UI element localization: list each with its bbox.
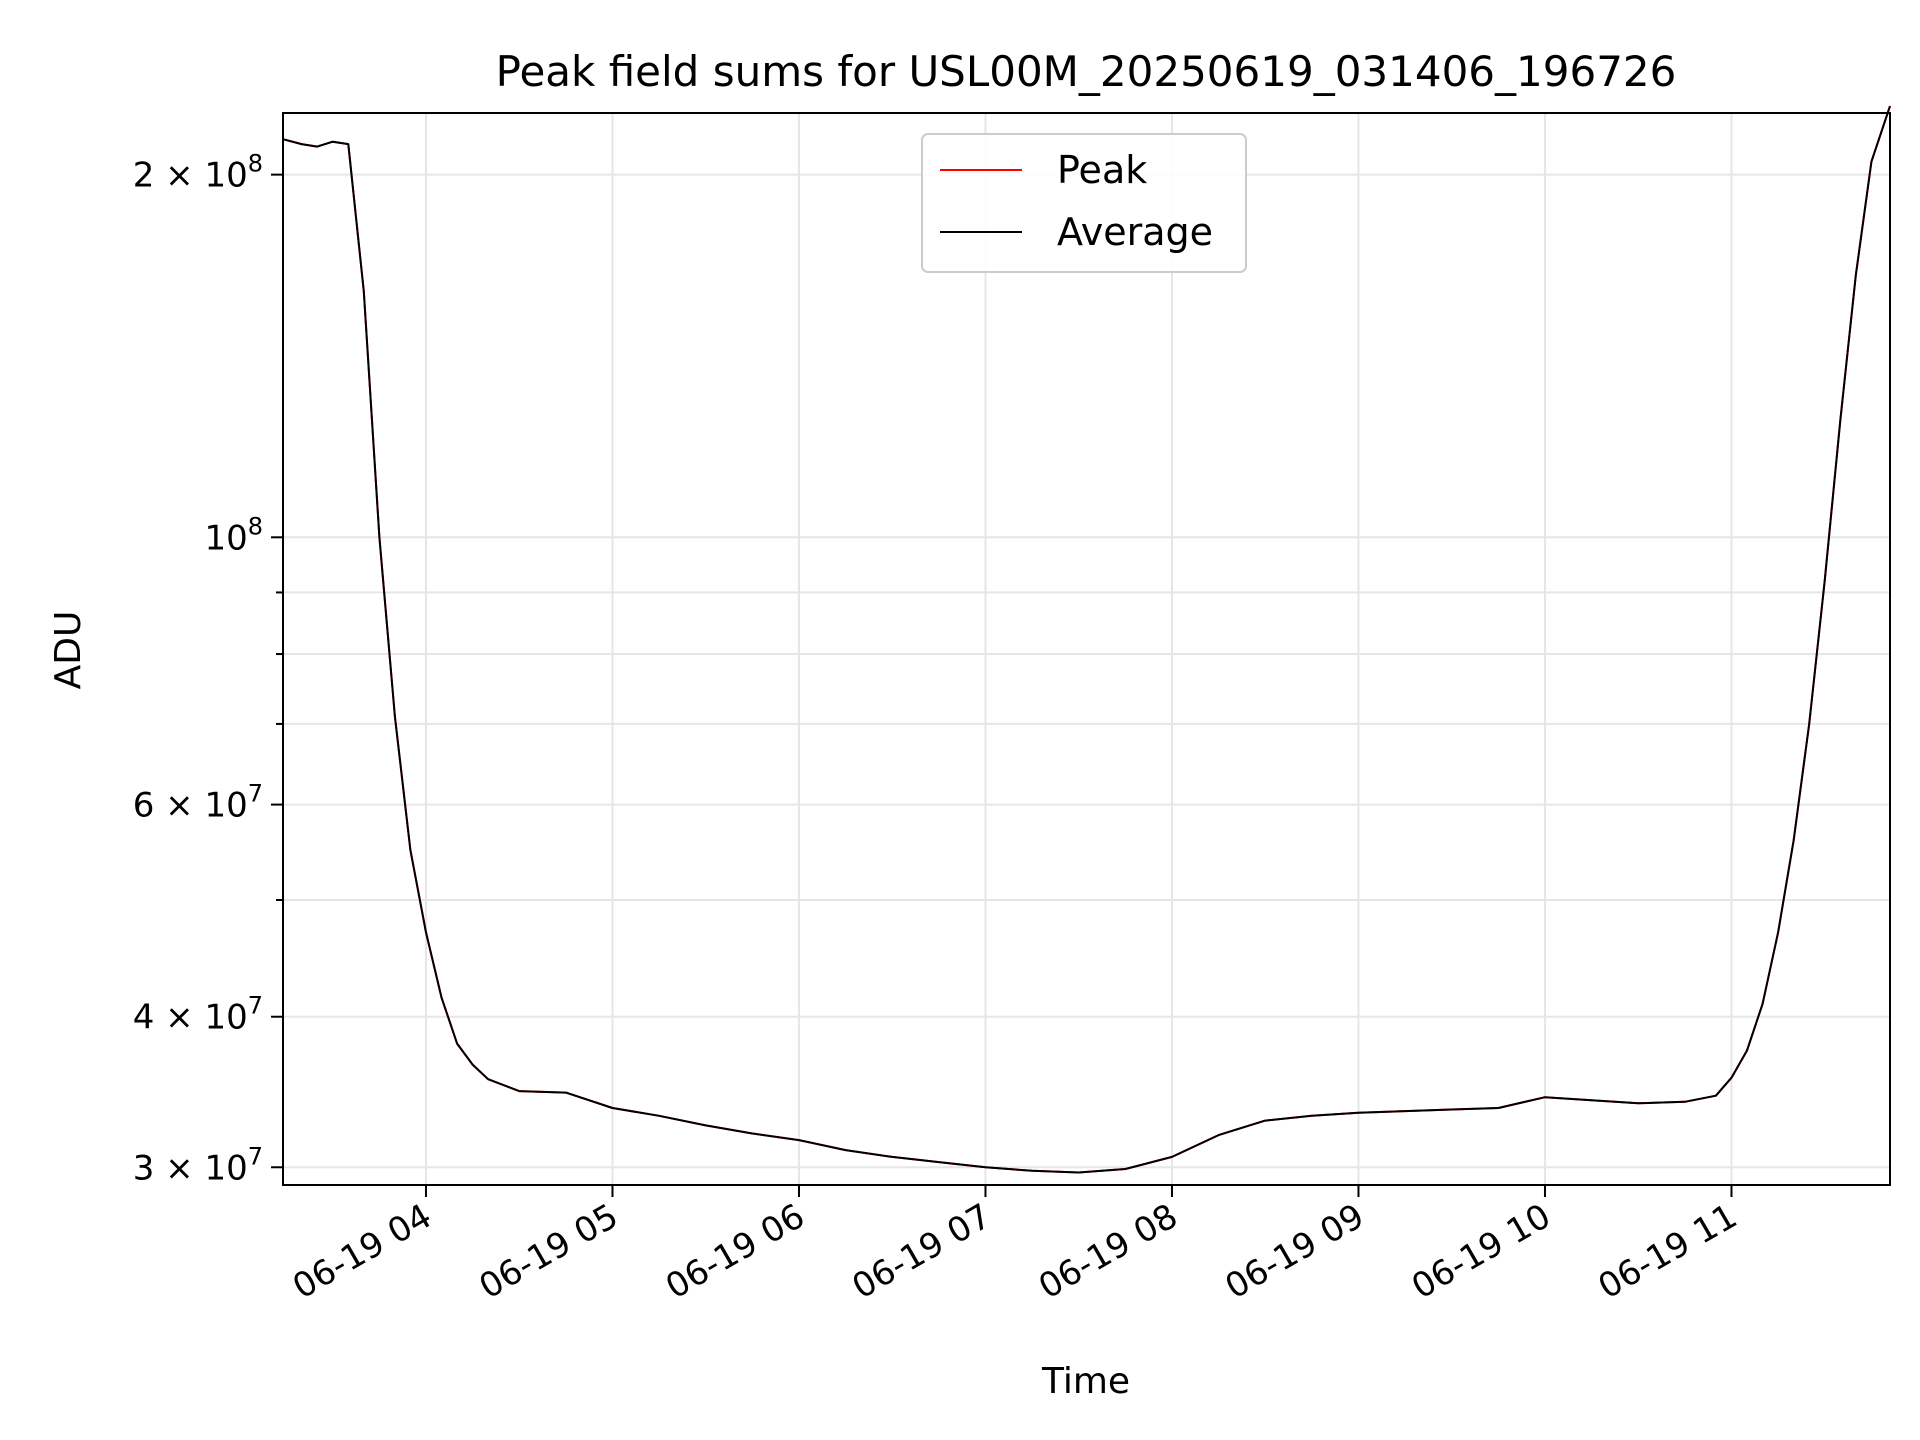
- y-tick-label: 6 × 107: [133, 780, 263, 826]
- chart-title: Peak field sums for USL00M_20250619_0314…: [496, 47, 1677, 96]
- y-axis-label: ADU: [48, 611, 89, 690]
- plot-frame: [282, 112, 1891, 1186]
- series-line-average: [282, 105, 1891, 1174]
- y-tick-base: 2 × 10: [133, 156, 248, 196]
- grid: [283, 113, 1890, 1185]
- legend-box: [921, 133, 1247, 273]
- x-axis-label: Time: [1041, 1361, 1130, 1402]
- y-tick-label: 2 × 108: [133, 150, 263, 196]
- y-tick-base: 3 × 10: [133, 1148, 248, 1188]
- y-tick-exponent: 7: [248, 1142, 263, 1170]
- y-tick-exponent: 8: [248, 150, 263, 178]
- y-tick-base: 4 × 10: [133, 998, 248, 1038]
- y-tick-label: 108: [204, 512, 263, 558]
- y-tick-base: 10: [204, 518, 247, 558]
- legend-label-average: Average: [1057, 210, 1213, 254]
- legend: Peak Average: [921, 133, 1247, 273]
- y-tick-label: 3 × 107: [133, 1142, 263, 1188]
- y-tick-exponent: 7: [248, 780, 263, 808]
- y-tick-label: 4 × 107: [133, 992, 263, 1038]
- legend-label-peak: Peak: [1057, 148, 1147, 192]
- y-tick-base: 6 × 10: [133, 786, 248, 826]
- y-tick-exponent: 8: [248, 512, 263, 540]
- series-layer: [282, 105, 1891, 1174]
- y-tick-exponent: 7: [248, 992, 263, 1020]
